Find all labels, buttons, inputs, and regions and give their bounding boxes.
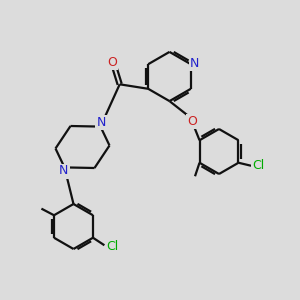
Text: O: O xyxy=(107,56,117,69)
Text: O: O xyxy=(187,115,196,128)
Text: N: N xyxy=(96,116,106,130)
Text: Cl: Cl xyxy=(253,159,265,172)
Text: N: N xyxy=(59,164,69,178)
Text: N: N xyxy=(190,57,199,70)
Text: Cl: Cl xyxy=(106,240,118,253)
